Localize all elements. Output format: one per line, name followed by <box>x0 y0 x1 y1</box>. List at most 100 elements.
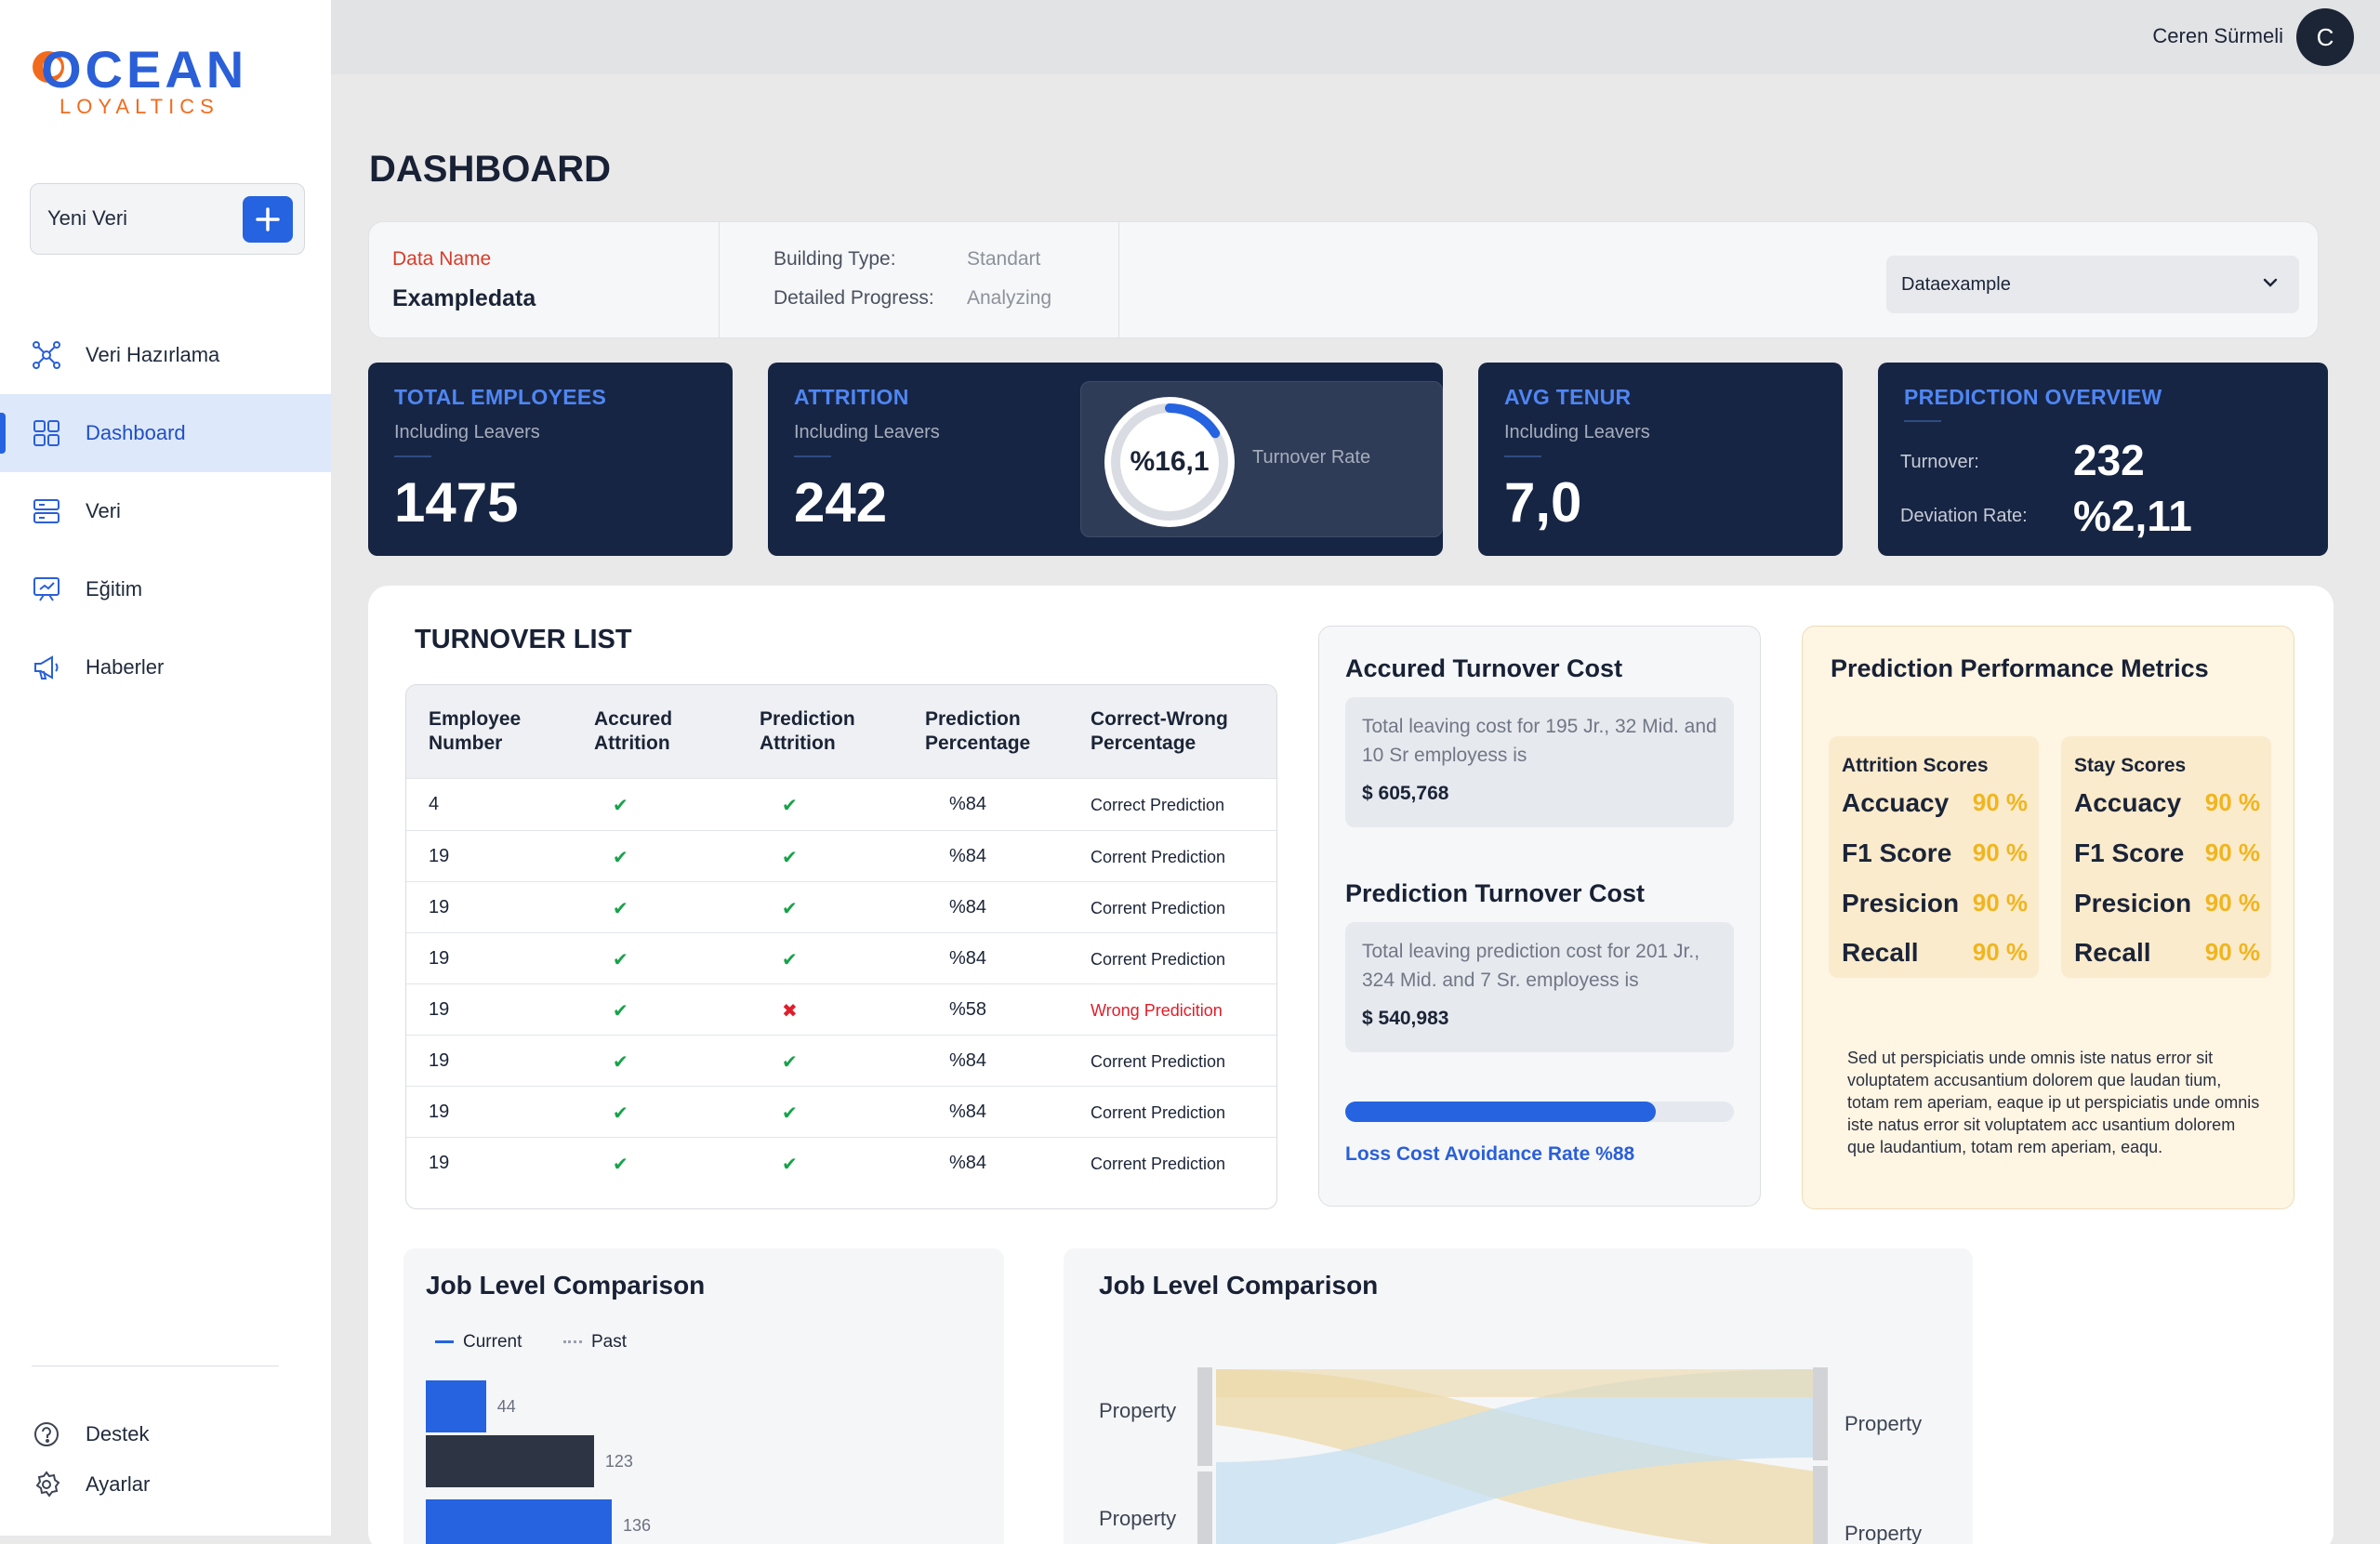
employee-number-cell: 19 <box>429 846 450 866</box>
sidebar-item-label: Haberler <box>86 655 165 679</box>
turnover-rate-box: %16,1 Turnover Rate <box>1080 381 1443 537</box>
turnover-list-title: TURNOVER LIST <box>415 625 632 654</box>
column-header: Employee Number <box>429 707 521 756</box>
header-line: Prediction <box>925 708 1021 730</box>
prediction-percentage-cell: %84 <box>949 1102 987 1122</box>
turnover-rate-value: %16,1 <box>1130 446 1210 477</box>
job-level-bar <box>426 1380 486 1432</box>
job-level-bar <box>426 1435 594 1487</box>
score-value: 90 % <box>1972 838 2028 866</box>
job-level-bar-card: Job Level Comparison Current Past 44 123 1… <box>403 1248 1004 1544</box>
score-value: 90 % <box>2204 889 2260 917</box>
score-value: 90 % <box>1972 938 2028 966</box>
score-row: F1 Score 90 % <box>2074 838 2260 876</box>
sankey-chart <box>1197 1367 1828 1544</box>
prediction-result-cell: Corrent Prediction <box>1091 1052 1226 1071</box>
score-name: Recall <box>2074 938 2151 967</box>
card-underline <box>1504 455 1541 457</box>
sankey-left-label: Property <box>1099 1507 1177 1530</box>
table-header: Employee Number Accured Attrition Predicti… <box>406 685 1276 778</box>
deviation-value: %2,11 <box>2073 492 2192 540</box>
accured-cost-box: Total leaving cost for 195 Jr., 32 Mid. … <box>1345 697 1734 827</box>
legend-past-label: Past <box>591 1332 628 1352</box>
dataset-select-value: Dataexample <box>1901 274 2011 295</box>
score-name: Recall <box>1842 938 1919 967</box>
header-line: Percentage <box>925 732 1031 754</box>
user-name[interactable]: Ceren Sürmeli <box>2152 24 2283 47</box>
sankey-right-label: Property <box>1844 1522 1923 1544</box>
job-level-bar <box>426 1499 612 1544</box>
prediction-result-cell: Corrent Prediction <box>1091 899 1226 917</box>
logo-text-ocean: OCEAN <box>41 40 247 99</box>
attrition-scores-box: Attrition Scores Accuacy 90 % F1 Score 90 … <box>1829 736 2039 978</box>
sidebar-item-dashboard[interactable]: Dashboard <box>0 394 331 472</box>
sidebar-item-veri[interactable]: Veri <box>0 472 331 550</box>
prediction-percentage-cell: %84 <box>949 897 987 917</box>
page-title: DASHBOARD <box>369 149 611 190</box>
table-row[interactable]: 19 ✔ ✔ %84 Corrent Prediction <box>406 1086 1276 1138</box>
turnover-donut-arc <box>1111 403 1228 521</box>
card-title: ATTRITION <box>794 385 909 409</box>
sidebar-item-destek[interactable]: Destek <box>0 1409 331 1459</box>
sidebar-item-egitim[interactable]: Eğitim <box>0 550 331 628</box>
ocean-loyaltics-logo[interactable]: OCEAN LOYALTICS <box>28 39 260 123</box>
employee-number-cell: 19 <box>429 897 450 917</box>
turnover-value: 232 <box>2073 436 2145 484</box>
table-row[interactable]: 19 ✔ ✖ %58 Wrong Predicition <box>406 983 1276 1036</box>
check-icon: ✔ <box>782 1052 798 1073</box>
add-data-button[interactable] <box>243 196 293 243</box>
check-icon: ✔ <box>613 1155 628 1175</box>
detailed-progress-value: Analyzing <box>967 287 1052 309</box>
gear-icon <box>32 1470 61 1499</box>
legend-past: Past <box>563 1332 627 1353</box>
new-data-box[interactable]: Yeni Veri <box>30 183 305 255</box>
sankey-node <box>1197 1471 1212 1544</box>
sankey-node <box>1813 1466 1828 1544</box>
score-name: Accuacy <box>2074 788 2182 817</box>
column-header: Prediction Percentage <box>925 707 1030 756</box>
score-name: Presicion <box>2074 889 2192 917</box>
sidebar-item-label: Veri Hazırlama <box>86 343 220 366</box>
dataset-select[interactable]: Dataexample <box>1886 256 2299 313</box>
prediction-cost-title: Prediction Turnover Cost <box>1345 879 1646 907</box>
table-row[interactable]: 19 ✔ ✔ %84 Corrent Prediction <box>406 932 1276 984</box>
top-bar: Ceren Sürmeli C <box>331 0 2380 74</box>
table-row[interactable]: 19 ✔ ✔ %84 Corrent Prediction <box>406 830 1276 882</box>
loss-avoidance-label: Loss Cost Avoidance Rate %88 <box>1345 1143 1635 1165</box>
avatar[interactable]: C <box>2296 8 2354 66</box>
loss-avoidance-progress <box>1345 1102 1734 1122</box>
header-line: Employee <box>429 708 522 730</box>
employee-number-cell: 19 <box>429 1153 450 1173</box>
legend-current-label: Current <box>463 1332 522 1352</box>
sidebar-item-haberler[interactable]: Haberler <box>0 628 331 706</box>
header-line: Attrition <box>760 732 836 754</box>
building-type-label: Building Type: <box>774 248 896 270</box>
table-row[interactable]: 19 ✔ ✔ %84 Corrent Prediction <box>406 881 1276 933</box>
info-separator <box>1118 222 1119 337</box>
check-icon: ✔ <box>782 899 798 919</box>
prediction-overview-card: PREDICTION OVERVIEW Turnover: 232 Deviat… <box>1878 363 2328 556</box>
table-row[interactable]: 4 ✔ ✔ %84 Correct Prediction <box>406 778 1276 830</box>
card-subtitle: Including Leavers <box>1504 422 1650 442</box>
sidebar-item-veri-hazirlama[interactable]: Veri Hazırlama <box>0 316 331 394</box>
score-row: Presicion 90 % <box>2074 889 2260 926</box>
loss-avoidance-progress-fill <box>1345 1102 1657 1122</box>
table-row[interactable]: 19 ✔ ✔ %84 Corrent Prediction <box>406 1137 1276 1189</box>
score-value: 90 % <box>2204 838 2260 866</box>
legend-current: Current <box>435 1332 522 1353</box>
sidebar-item-ayarlar[interactable]: Ayarlar <box>0 1459 331 1510</box>
prediction-result-cell: Corrent Prediction <box>1091 1103 1226 1122</box>
building-type-value: Standart <box>967 248 1041 270</box>
plus-icon <box>256 207 280 231</box>
prediction-percentage-cell: %84 <box>949 794 987 814</box>
job-level-title: Job Level Comparison <box>1099 1271 1379 1300</box>
metrics-title: Prediction Performance Metrics <box>1831 654 2209 682</box>
score-row: F1 Score 90 % <box>1842 838 2028 876</box>
card-value: 242 <box>794 471 888 534</box>
table-row[interactable]: 19 ✔ ✔ %84 Corrent Prediction <box>406 1035 1276 1087</box>
header-line: Percentage <box>1091 732 1197 754</box>
avg-tenur-card: AVG TENUR Including Leavers 7,0 <box>1478 363 1843 556</box>
card-value: 7,0 <box>1504 471 1582 534</box>
employee-number-cell: 19 <box>429 948 450 969</box>
job-level-bar-label: 44 <box>496 1397 516 1416</box>
